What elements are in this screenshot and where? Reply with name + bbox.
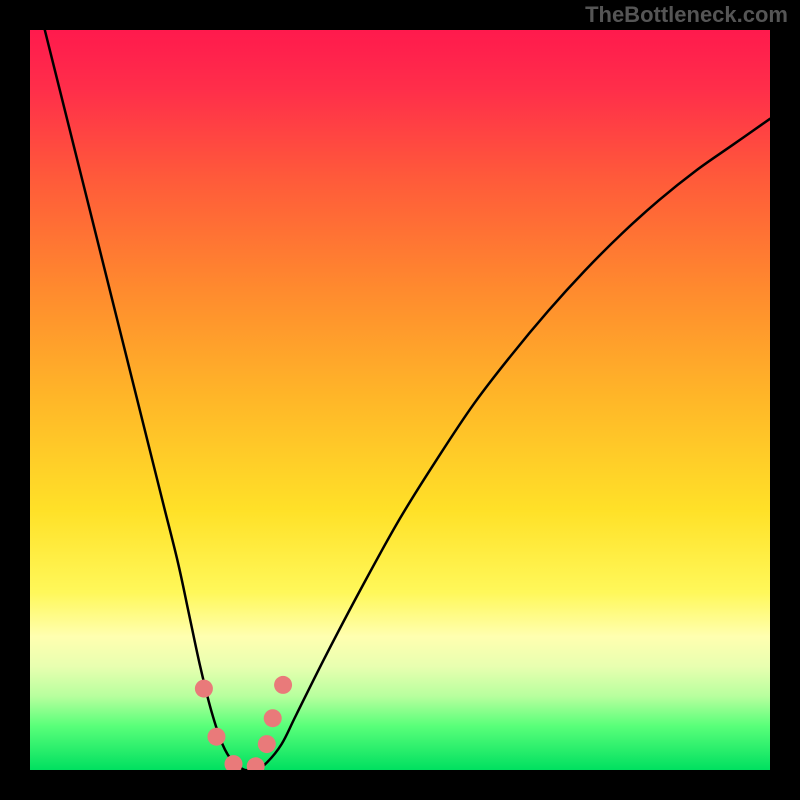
chart-container: TheBottleneck.com: [0, 0, 800, 800]
curve-overlay: [30, 30, 770, 770]
watermark-text: TheBottleneck.com: [585, 2, 788, 28]
plot-area: [30, 30, 770, 770]
data-marker: [258, 735, 276, 753]
marker-group: [195, 676, 292, 770]
data-marker: [247, 757, 265, 770]
data-marker: [207, 728, 225, 746]
data-marker: [195, 680, 213, 698]
left-curve: [45, 30, 245, 770]
data-marker: [274, 676, 292, 694]
right-curve: [245, 119, 770, 770]
data-marker: [264, 709, 282, 727]
data-marker: [225, 755, 243, 770]
